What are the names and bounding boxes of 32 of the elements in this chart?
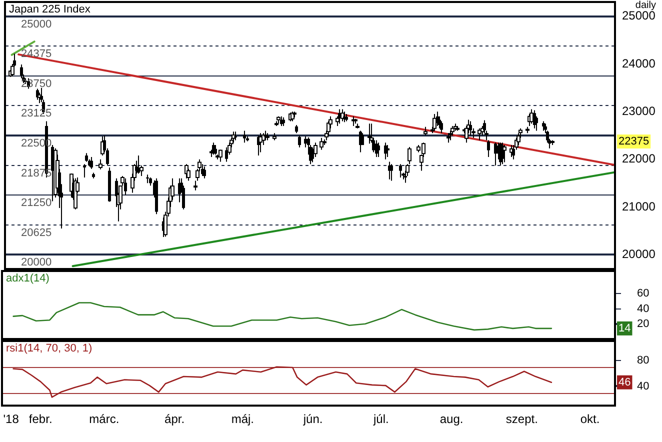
y-tick-label: 23125	[21, 108, 52, 120]
y2-tick-label: 21000	[622, 199, 656, 214]
text: daily	[635, 0, 656, 11]
x-tick-label: júl.	[372, 412, 389, 426]
x-tick-label: szept.	[506, 412, 538, 426]
y-tick-label: 21250	[21, 197, 52, 210]
x-tick-label: ápr.	[164, 412, 185, 426]
chart-title: adx1(14)	[6, 272, 50, 285]
y-tick-label: 60	[637, 288, 650, 300]
text: 22375	[618, 135, 650, 148]
x-tick-label: jún.	[302, 412, 323, 426]
y-tick-label: 20625	[21, 226, 52, 239]
x-tick-label: febr.	[28, 412, 52, 426]
x-tick-label: márc.	[89, 412, 120, 426]
y-tick-label: 40	[637, 380, 650, 392]
y-tick-label: 40	[637, 302, 650, 315]
y-tick-label: 24375	[21, 48, 52, 60]
y-tick-label: 20	[637, 318, 650, 330]
chart-title: Japan 225 Index	[9, 4, 91, 16]
x-tick-label: aug.	[440, 412, 464, 426]
x-tick-label: '18	[3, 412, 20, 426]
chart-title: rsi1(14, 70, 30, 1)	[6, 342, 92, 355]
x-tick-label: okt.	[580, 412, 600, 426]
text: 46	[618, 376, 631, 388]
y-tick-label: 20000	[21, 256, 52, 269]
y2-tick-label: 23000	[622, 104, 656, 118]
x-tick-label: máj.	[231, 412, 254, 426]
y2-tick-label: 24000	[622, 56, 656, 70]
text: 14	[618, 322, 631, 334]
y-tick-label: 25000	[21, 18, 52, 30]
y-tick-label: 80	[637, 354, 650, 366]
y2-tick-label: 22000	[622, 152, 656, 166]
